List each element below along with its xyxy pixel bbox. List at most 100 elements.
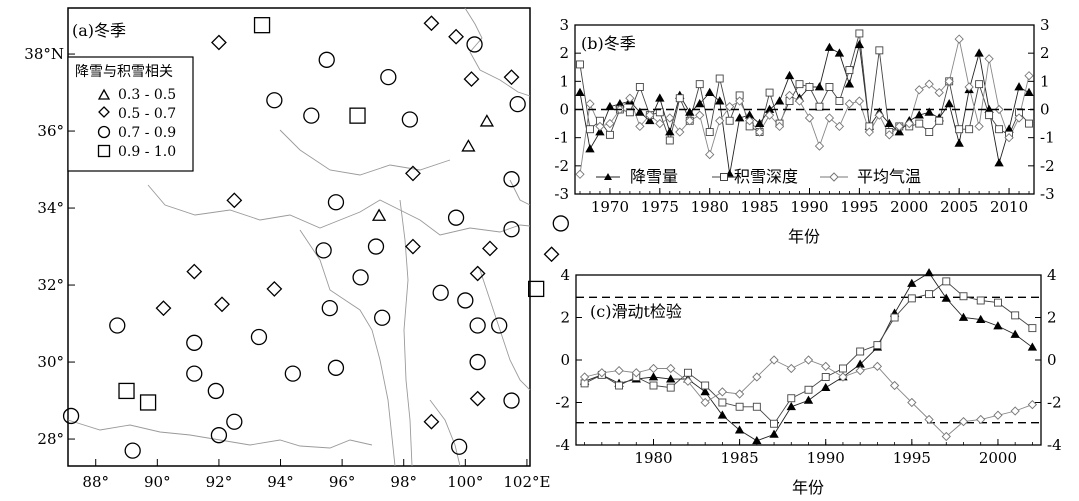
- data-point-diamond: [824, 113, 835, 123]
- x-tick-label: 1970: [591, 198, 629, 216]
- data-point-triangle: [814, 82, 825, 91]
- data-point-square: [915, 119, 924, 128]
- data-point-triangle: [994, 158, 1004, 167]
- data-point-triangle: [575, 87, 585, 96]
- lon-tick-label: 102°E: [503, 473, 550, 491]
- map-axes: 88° 90° 92° 94° 96° 98° 100° 102°E 38°N 36° 34° 32°…: [24, 45, 550, 491]
- data-point-square: [675, 94, 684, 103]
- data-point-diamond: [725, 102, 735, 112]
- data-point-square: [890, 313, 899, 322]
- data-point-diamond: [958, 416, 969, 427]
- data-point-diamond: [595, 121, 605, 132]
- y-tick-label-right: 0: [1047, 351, 1057, 369]
- data-point-diamond: [579, 372, 590, 382]
- legend-square-symbol: [97, 144, 111, 158]
- data-point-triangle: [1014, 82, 1024, 91]
- data-point-diamond: [1027, 399, 1038, 410]
- station-circle: [367, 238, 385, 255]
- data-point-diamond: [655, 118, 665, 129]
- x-tick-label: 2000: [979, 449, 1017, 467]
- station-circle: [303, 107, 320, 124]
- map-panel-label: (a)冬季: [72, 21, 126, 40]
- panel-c-ticks: 1980 1985 1990 1995 2000 4 4 2 2 0 0 -2 -2 -4 -4: [555, 266, 1061, 467]
- station-circle: [321, 299, 338, 317]
- data-point-square: [873, 341, 882, 350]
- station-circle: [503, 221, 520, 238]
- lon-tick-label: 92°: [206, 473, 233, 491]
- data-point-square: [975, 80, 984, 89]
- data-point-diamond: [786, 363, 796, 374]
- x-tick-label: 1975: [641, 198, 679, 216]
- data-point-triangle: [954, 138, 964, 147]
- station-square: [118, 382, 135, 400]
- data-point-square: [838, 364, 847, 373]
- data-point-square: [959, 292, 968, 301]
- data-point-triangle: [585, 144, 595, 153]
- data-point-triangle: [717, 410, 728, 419]
- map-legend-box: [67, 56, 194, 172]
- station-diamond: [423, 15, 440, 32]
- map-legend-label: 0.7 - 0.9: [118, 125, 176, 141]
- lat-tick-label: 32°: [37, 276, 64, 294]
- station-diamond: [226, 192, 243, 209]
- x-tick-label: 2005: [940, 198, 978, 216]
- data-point-square: [701, 381, 710, 390]
- data-point-triangle: [734, 113, 745, 122]
- panel-b-series: [575, 29, 1034, 179]
- data-point-diamond: [635, 121, 645, 132]
- x-tick-label: 1985: [721, 449, 759, 467]
- y-tick-label-left: -4: [555, 436, 570, 454]
- station-circle: [503, 171, 520, 188]
- station-circle: [62, 407, 80, 425]
- data-point-triangle: [714, 96, 725, 105]
- lon-tick-label: 96°: [329, 473, 356, 491]
- data-point-triangle: [769, 429, 779, 438]
- data-point-diamond: [700, 397, 710, 408]
- data-point-triangle: [754, 118, 765, 127]
- lon-tick-label: 94°: [267, 473, 294, 491]
- legend-triangle-symbol: [97, 88, 111, 100]
- data-point-diamond: [631, 368, 641, 378]
- data-point-triangle: [1024, 87, 1034, 96]
- data-point-triangle: [803, 395, 814, 404]
- station-circle: [469, 317, 486, 334]
- data-point-square: [1028, 324, 1037, 333]
- lat-tick-label: 30°: [37, 353, 64, 371]
- station-circle: [401, 111, 419, 128]
- data-point-triangle: [941, 293, 951, 302]
- data-point-square: [855, 29, 864, 38]
- data-point-diamond: [884, 130, 894, 140]
- y-tick-label-right: -3: [1040, 185, 1055, 203]
- data-point-triangle: [700, 387, 710, 396]
- y-tick-label-right: 4: [1047, 266, 1057, 284]
- data-point-diamond: [924, 79, 934, 89]
- data-point-diamond: [874, 110, 884, 120]
- data-point-square: [907, 294, 916, 303]
- data-point-square: [705, 128, 714, 136]
- data-point-diamond: [744, 116, 755, 126]
- data-point-diamond: [597, 368, 607, 378]
- data-point-square: [835, 97, 844, 106]
- y-tick-label-right: 3: [1040, 16, 1050, 34]
- panel-b-legend-label: 积雪深度: [734, 167, 798, 186]
- station-diamond: [211, 34, 227, 51]
- x-tick-label: 1995: [893, 449, 931, 467]
- panel-c-xlabel: 年份: [792, 478, 824, 497]
- legend-diamond-symbol: [98, 106, 110, 118]
- data-point-diamond: [872, 361, 883, 372]
- data-point-square: [605, 130, 614, 139]
- panel-b-label: (b)冬季: [581, 34, 636, 53]
- x-tick-label: 1980: [634, 449, 672, 467]
- x-tick-label: 1995: [840, 198, 878, 216]
- data-point-square: [615, 381, 624, 390]
- data-point-square: [821, 373, 830, 381]
- data-point-diamond: [715, 116, 725, 126]
- data-point-triangle: [635, 107, 645, 116]
- station-diamond: [469, 390, 486, 407]
- data-point-square: [815, 102, 824, 111]
- y-tick-label-right: -4: [1047, 436, 1062, 454]
- data-point-diamond: [784, 90, 795, 101]
- data-point-square: [976, 296, 985, 305]
- data-point-triangle: [645, 115, 655, 125]
